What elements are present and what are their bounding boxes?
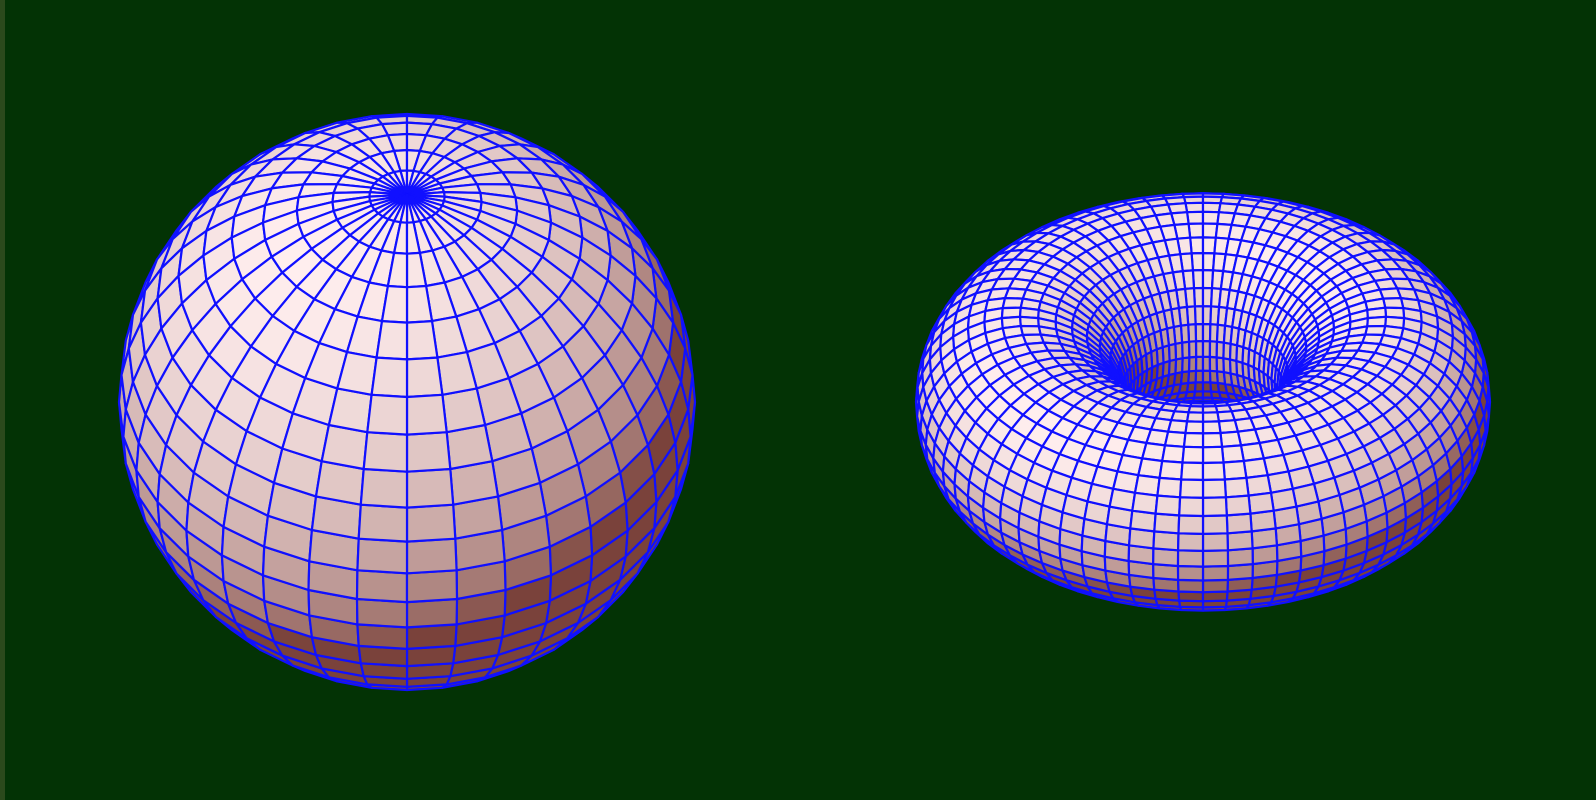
mesh-face — [405, 537, 458, 575]
mesh-face — [441, 387, 487, 434]
mesh-face — [1180, 461, 1205, 482]
mesh-face — [1131, 491, 1159, 515]
mesh-face — [1201, 532, 1230, 553]
mesh-face — [1366, 315, 1388, 328]
mesh-face — [1178, 478, 1205, 499]
mesh-face — [1201, 431, 1224, 449]
mesh-face — [1176, 532, 1205, 553]
mesh-face — [357, 503, 409, 543]
mesh-face — [405, 431, 452, 473]
mesh-face — [405, 569, 459, 604]
mesh-face — [1177, 514, 1205, 536]
mesh-face — [1181, 445, 1205, 465]
mesh-face — [1201, 445, 1225, 465]
mesh-face — [405, 393, 448, 436]
mesh-face — [375, 320, 409, 361]
mesh-face — [1108, 487, 1137, 512]
mesh-face — [1158, 459, 1184, 481]
mesh-face — [1220, 444, 1245, 464]
mesh-face — [1201, 514, 1229, 536]
mesh-face — [1223, 476, 1250, 499]
mesh-face — [355, 597, 409, 629]
mesh-face — [1153, 512, 1181, 535]
mesh-face — [1001, 297, 1024, 310]
mesh-face — [366, 393, 409, 436]
left-edge — [0, 0, 5, 800]
mesh-face — [1176, 578, 1205, 594]
mesh-face — [1201, 420, 1222, 435]
mesh-face — [362, 431, 409, 473]
mesh-face — [327, 387, 373, 434]
mesh-face — [1156, 476, 1183, 499]
mesh-face — [1201, 478, 1228, 499]
mesh-face — [1154, 494, 1182, 517]
sphere — [117, 112, 697, 692]
mesh-face — [1178, 496, 1205, 518]
mesh-face — [355, 569, 409, 604]
mesh-face — [1201, 564, 1230, 582]
mesh-face — [1185, 210, 1205, 225]
mesh-face — [1382, 297, 1405, 310]
mesh-face — [1201, 461, 1226, 482]
mesh-face — [1222, 459, 1248, 481]
mesh-face — [1152, 530, 1180, 552]
mesh-face — [405, 503, 457, 543]
mesh-face — [1201, 549, 1230, 568]
mesh-face — [1226, 530, 1254, 552]
mesh-face — [405, 320, 439, 361]
torus — [914, 192, 1492, 612]
mesh-face — [1182, 431, 1205, 449]
mesh-face — [405, 597, 459, 629]
mesh-face — [405, 467, 455, 509]
mesh-face — [1201, 578, 1230, 594]
mesh-face — [356, 623, 409, 651]
mesh-face — [359, 467, 409, 509]
mesh-face — [1269, 487, 1298, 512]
mesh-face — [1018, 315, 1040, 328]
mesh-face — [1176, 549, 1205, 568]
mesh-face — [405, 623, 458, 651]
mesh-face — [356, 537, 409, 575]
mesh-face — [405, 356, 444, 399]
mesh-face — [1201, 496, 1228, 518]
mesh-face — [1201, 210, 1221, 225]
mesh-face — [1225, 512, 1253, 535]
mesh-face — [1161, 444, 1186, 464]
mesh-face — [1176, 564, 1205, 582]
mesh-face — [370, 356, 409, 399]
mesh-face — [1184, 420, 1205, 435]
mesh-face — [1247, 491, 1275, 515]
mesh-face — [1224, 494, 1252, 517]
